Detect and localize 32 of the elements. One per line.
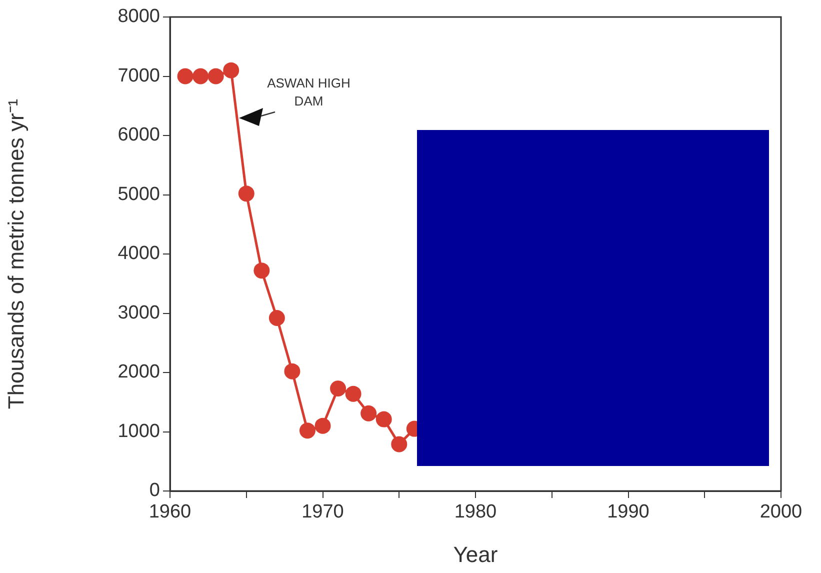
y-tick-label: 5000 (118, 184, 160, 205)
y-tick-label: 6000 (118, 124, 160, 146)
point (254, 262, 270, 279)
y-tick-label: 3000 (118, 302, 160, 324)
y-tick-label: 2000 (118, 362, 160, 383)
annotation: ASWAN HIGH DAM (267, 76, 350, 109)
y-tick-label: 1000 (118, 420, 160, 442)
point (208, 68, 224, 84)
point (345, 386, 362, 402)
point (192, 68, 209, 84)
y-tick-label: 8000 (118, 6, 160, 28)
x-axis-title: Year (453, 542, 498, 567)
point (360, 405, 377, 422)
point (177, 68, 194, 84)
point (223, 62, 240, 78)
x-tick-label: 1960 (148, 502, 192, 523)
point (391, 436, 408, 452)
point (299, 422, 316, 439)
x-tick-label: 1980 (454, 502, 497, 523)
point (268, 310, 285, 326)
point (330, 380, 346, 396)
point (314, 418, 331, 434)
y-tick-label: 0 (149, 480, 160, 502)
x-tick-label: 1990 (607, 502, 650, 523)
point (238, 186, 254, 202)
point (284, 363, 300, 380)
y-axis-title: Thousands of metric tonnes yr⁻¹ (3, 98, 28, 410)
y-tick-label: 4000 (118, 243, 160, 264)
y-tick-label: 7000 (118, 65, 160, 86)
x-tick-label: 2000 (760, 502, 802, 523)
x-tick-label: 1970 (302, 502, 344, 523)
point (376, 411, 392, 428)
